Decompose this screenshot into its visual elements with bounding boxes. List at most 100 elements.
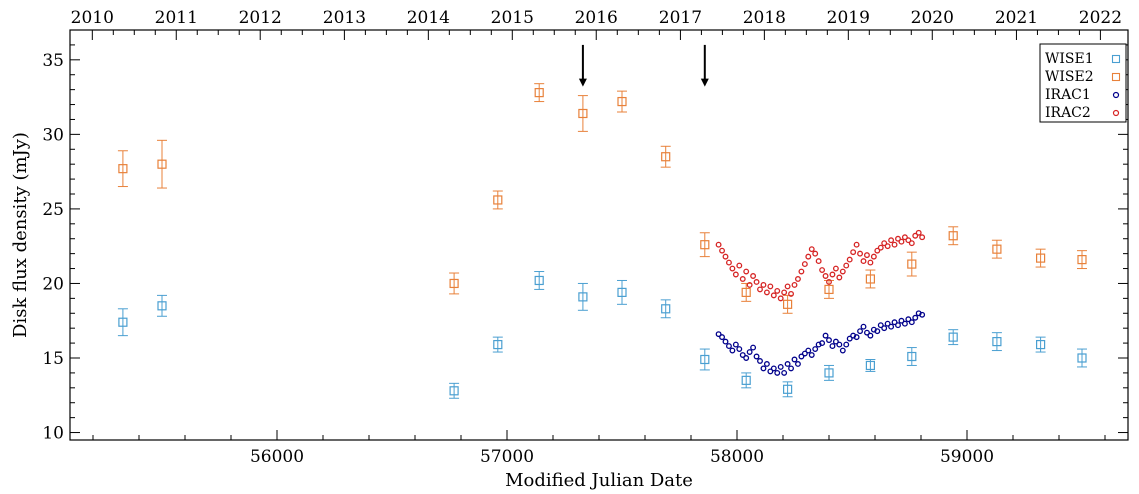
irac1-point [846, 335, 853, 342]
event-arrow-head [700, 78, 709, 87]
irac2-point [898, 238, 905, 245]
data-layer [117, 44, 1087, 399]
legend-marker-wise1 [1111, 54, 1121, 64]
irac1-point [874, 328, 881, 335]
irac1-point [743, 355, 750, 361]
y-tick-label: 25 [42, 200, 64, 220]
irac2-point [763, 289, 770, 296]
wise2-point [992, 244, 1002, 254]
irac1-point [877, 322, 884, 329]
irac2-point [895, 235, 901, 242]
irac1-point [726, 343, 732, 350]
irac2-point [864, 252, 870, 259]
irac1-point [736, 346, 743, 353]
wise1-point [661, 304, 671, 314]
irac1-point [795, 361, 801, 367]
event-arrow-head [578, 78, 587, 87]
irac2-point [836, 274, 843, 281]
irac1-point [822, 332, 829, 339]
irac2-point [808, 246, 815, 253]
wise1-point [118, 317, 128, 327]
irac2-point [750, 273, 757, 279]
wise1-point [824, 368, 834, 378]
irac1-point [905, 316, 912, 323]
irac1-point [750, 344, 757, 351]
top-year-label: 2012 [239, 8, 282, 28]
irac2-point [770, 292, 777, 299]
plot-frame [69, 29, 1129, 441]
irac2-point [888, 237, 895, 244]
irac2-point [777, 295, 784, 302]
wise1-point [948, 332, 958, 342]
irac1-point [864, 329, 870, 336]
top-year-label: 2019 [827, 8, 870, 28]
y-tick-label: 15 [42, 349, 64, 369]
wise1-point [578, 292, 588, 302]
irac1-point [908, 319, 915, 326]
irac1-point [812, 346, 819, 353]
wise2-point [493, 195, 503, 205]
irac1-point [901, 320, 908, 327]
irac2-point [867, 259, 874, 266]
irac1-point [760, 365, 767, 372]
legend: WISE1 WISE2 IRAC1 IRAC2 [1039, 43, 1127, 123]
irac1-point [784, 361, 791, 367]
irac2-point [774, 287, 781, 294]
irac2-point [746, 281, 753, 288]
irac1-point [881, 325, 888, 332]
irac2-point [839, 268, 846, 275]
irac2-point [781, 289, 788, 296]
irac2-point [722, 253, 729, 260]
top-year-label: 2016 [575, 8, 618, 28]
irac2-point [805, 253, 812, 260]
wise2-point [1035, 253, 1046, 263]
wise2-point [534, 88, 544, 98]
top-year-label: 2022 [1079, 8, 1122, 28]
irac1-point [805, 347, 812, 354]
wise2-point [1077, 255, 1087, 265]
wise1-point [741, 375, 751, 385]
wise1-point [534, 275, 544, 286]
wise1-point [992, 337, 1002, 347]
irac1-point [757, 358, 763, 364]
wise2-point [700, 240, 710, 250]
irac2-point [850, 249, 857, 256]
y-tick-label: 10 [42, 424, 64, 444]
top-year-label: 2017 [659, 8, 702, 28]
irac1-point [729, 347, 736, 354]
irac1-point [888, 323, 895, 330]
irac1-point [732, 341, 739, 348]
irac2-point [857, 250, 863, 257]
irac2-point [719, 247, 725, 254]
irac2-point [832, 265, 839, 272]
irac2-point [760, 281, 767, 288]
irac2-point [815, 258, 822, 265]
irac2-point [788, 290, 794, 297]
irac2-point [732, 271, 739, 278]
irac1-point [898, 317, 905, 324]
legend-marker-irac2 [1112, 109, 1120, 117]
top-year-label: 2018 [743, 8, 786, 28]
irac1-point [746, 349, 753, 355]
irac1-point [839, 347, 846, 354]
top-year-label: 2011 [155, 8, 198, 28]
irac2-point [891, 241, 898, 248]
wise2-point [118, 164, 128, 174]
irac2-point [798, 268, 805, 275]
irac1-point [860, 323, 867, 330]
irac2-point [822, 273, 829, 279]
y-tick-label: 20 [42, 274, 64, 294]
wise2-point [948, 231, 958, 241]
top-year-label: 2020 [911, 8, 954, 28]
wise1-point [493, 339, 503, 350]
irac1-point [919, 311, 926, 318]
wise1-point [449, 386, 459, 396]
irac1-point [798, 353, 805, 360]
irac2-point [846, 256, 853, 263]
x-axis-title: Modified Julian Date [505, 470, 693, 491]
wise1-point [907, 351, 917, 362]
top-year-label: 2014 [407, 8, 450, 28]
top-year-label: 2013 [323, 8, 366, 28]
